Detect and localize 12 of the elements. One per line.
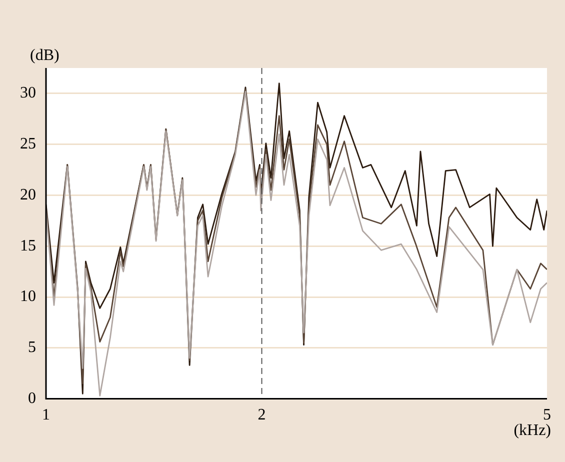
x-tick-label: 5 [543, 406, 551, 424]
y-axis-title: (dB) [30, 47, 60, 64]
y-tick-label: 0 [28, 390, 36, 408]
y-tick-label: 15 [20, 237, 36, 254]
y-tick-label: 5 [28, 339, 36, 356]
y-tick-label: 10 [20, 288, 36, 306]
y-tick-label: 20 [20, 186, 36, 204]
y-tick-label: 30 [20, 84, 36, 102]
x-tick-label: 2 [258, 406, 266, 424]
x-axis-title: (kHz) [514, 422, 551, 440]
y-tick-label: 25 [20, 136, 36, 153]
x-tick-label: 1 [42, 406, 50, 424]
